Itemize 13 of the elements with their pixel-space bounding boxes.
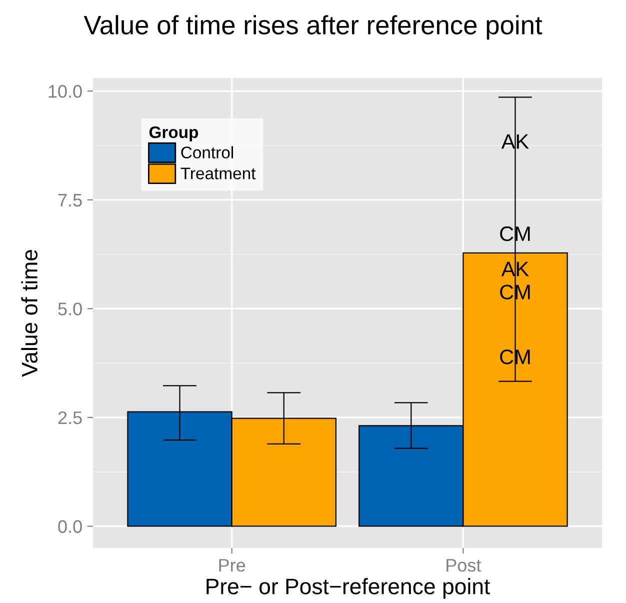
- legend-label: Control: [181, 146, 233, 158]
- y-tick-label: 5.0: [58, 302, 82, 316]
- y-tick-label: 7.5: [58, 194, 82, 207]
- x-tick-label: Pre: [219, 559, 246, 572]
- y-axis-title: Value of time: [21, 250, 38, 377]
- legend-label: Treatment: [180, 168, 256, 180]
- x-tick-label: Post: [446, 559, 482, 572]
- y-tick-label: 2.5: [58, 411, 82, 424]
- x-axis-title: Pre− or Post−reference point: [206, 578, 490, 599]
- y-tick-label: 10.0: [48, 84, 82, 98]
- chart-title: Value of time rises after reference point: [84, 15, 542, 40]
- legend-title: Group: [149, 126, 198, 142]
- y-tick-label: 0.0: [58, 520, 82, 533]
